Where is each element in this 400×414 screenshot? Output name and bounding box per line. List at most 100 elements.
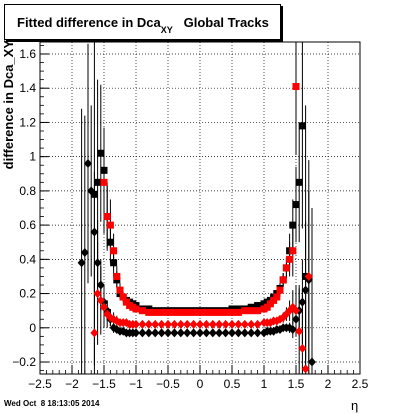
x-tick-label: 0.5 <box>224 377 241 391</box>
square-marker <box>183 308 191 316</box>
square-marker <box>196 308 204 316</box>
y-tick-label: 1.2 <box>19 115 36 129</box>
diamond-marker <box>77 258 86 268</box>
square-marker <box>100 178 108 186</box>
x-tick-label: 0 <box>197 377 204 391</box>
square-marker <box>222 308 230 316</box>
square-marker <box>106 238 114 246</box>
x-tick-label: −2 <box>65 377 79 391</box>
diamond-marker <box>301 285 310 295</box>
x-tick-label: 1 <box>261 377 268 391</box>
diamond-marker <box>90 328 99 338</box>
diamond-marker <box>202 328 211 338</box>
chart-title: Fitted difference in DcaXY Global Tracks <box>17 15 269 35</box>
x-tick-label: 2 <box>325 377 332 391</box>
diamond-marker <box>176 319 185 329</box>
square-marker <box>228 308 236 316</box>
diamond-marker <box>151 319 160 329</box>
diamond-marker <box>164 328 172 338</box>
title-box: Fitted difference in DcaXY Global Tracks <box>4 4 281 40</box>
x-tick-label: −2.5 <box>28 377 52 391</box>
y-tick-label: 0.6 <box>19 218 36 232</box>
square-marker <box>110 259 118 267</box>
diamond-marker <box>138 319 147 329</box>
square-marker <box>254 302 262 310</box>
diamond-marker <box>247 319 256 329</box>
square-marker <box>170 308 178 316</box>
diamond-marker <box>93 258 102 268</box>
diamond-marker <box>288 325 297 335</box>
diamond-marker <box>87 186 96 196</box>
square-marker <box>103 213 111 221</box>
diamond-marker <box>138 328 147 338</box>
diamond-marker <box>170 328 179 338</box>
diamond-marker <box>240 328 249 338</box>
square-marker <box>295 178 303 186</box>
square-marker <box>289 247 297 255</box>
diamond-marker <box>308 357 316 367</box>
x-tick-label: −1 <box>129 377 143 391</box>
tick-labels: −2.5 −2 −1.5 −1 −0.5 0 0.5 1 1.5 2 2.5 −0.2 0 0.2 0.4 0… <box>12 47 368 391</box>
diamond-marker <box>208 328 217 338</box>
square-marker <box>116 286 124 294</box>
diamond-marker <box>96 295 105 305</box>
diamond-marker <box>215 328 224 338</box>
diamond-marker <box>93 289 102 299</box>
y-tick-label: 0.4 <box>19 252 36 266</box>
diamond-marker <box>151 328 160 338</box>
x-axis-label: η <box>351 398 359 413</box>
square-marker <box>94 178 102 186</box>
diamond-marker <box>215 319 224 329</box>
square-marker <box>145 308 153 316</box>
diamond-marker <box>228 328 236 338</box>
diamond-marker <box>240 319 249 329</box>
diamond-marker <box>221 319 230 329</box>
data-markers <box>77 82 316 374</box>
diamond-marker <box>183 319 192 329</box>
square-marker <box>190 308 198 316</box>
diamond-marker <box>221 328 230 338</box>
square-marker <box>132 305 140 313</box>
diamond-marker <box>298 297 307 307</box>
square-marker <box>273 293 281 301</box>
x-tick-label: −0.5 <box>156 377 180 391</box>
diamond-marker <box>157 328 166 338</box>
y-tick-label: 0.2 <box>19 287 36 301</box>
chart-title-main: Fitted difference in Dca <box>17 15 161 30</box>
square-marker <box>292 82 300 90</box>
y-tick-label: 1 <box>29 150 36 164</box>
diamond-marker <box>157 319 166 329</box>
square-marker <box>90 190 98 198</box>
axis-ticks <box>39 45 361 374</box>
diamond-marker <box>90 227 99 237</box>
diamond-marker <box>144 319 153 329</box>
square-marker <box>276 286 284 294</box>
square-marker <box>110 247 118 255</box>
square-marker <box>202 308 210 316</box>
timestamp: Wed Oct 8 18:13:05 2014 <box>4 399 100 408</box>
diamond-marker <box>80 247 89 257</box>
diamond-marker <box>292 306 300 316</box>
square-marker <box>209 308 217 316</box>
diamond-marker <box>96 280 105 290</box>
square-marker <box>151 308 159 316</box>
chart-title-tail: Global Tracks <box>172 15 269 30</box>
diamond-marker <box>304 271 313 281</box>
diamond-marker <box>164 319 172 329</box>
square-marker <box>298 122 306 130</box>
square-marker <box>286 255 294 263</box>
x-tick-label: 1.5 <box>288 377 305 391</box>
diamond-marker <box>228 319 236 329</box>
square-marker <box>97 149 105 157</box>
square-marker <box>215 308 223 316</box>
diamond-marker <box>247 328 256 338</box>
square-marker <box>158 308 166 316</box>
diamond-marker <box>100 302 108 312</box>
y-tick-label: 0 <box>29 321 36 335</box>
square-marker <box>100 166 108 174</box>
diamond-marker <box>253 328 262 338</box>
diamond-marker <box>196 319 204 329</box>
diamond-marker <box>208 319 217 329</box>
square-marker <box>247 307 255 315</box>
